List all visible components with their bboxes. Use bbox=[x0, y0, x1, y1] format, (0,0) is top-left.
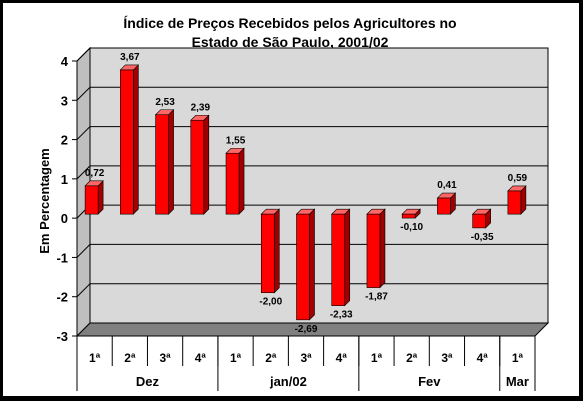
bar-side bbox=[203, 114, 210, 215]
group-label: Dez bbox=[136, 374, 160, 389]
bar-side bbox=[133, 64, 139, 215]
bar bbox=[507, 190, 522, 215]
bar bbox=[472, 213, 486, 229]
y-tick-label: -1 bbox=[56, 250, 68, 265]
x-tick-label: 2ª bbox=[124, 351, 136, 365]
y-tick-label: 3 bbox=[61, 93, 68, 108]
bar-side bbox=[238, 147, 245, 215]
data-label: 0,41 bbox=[437, 180, 457, 191]
x-tick-label: 1ª bbox=[371, 351, 383, 365]
y-tick-label: 1 bbox=[61, 172, 68, 187]
bar bbox=[437, 197, 451, 215]
data-label: -0,10 bbox=[400, 222, 423, 233]
x-tick-label: 1ª bbox=[512, 351, 524, 365]
data-label: 0,59 bbox=[508, 173, 528, 184]
gridline bbox=[76, 126, 548, 140]
data-label: -2,33 bbox=[330, 310, 353, 321]
bar-side bbox=[379, 208, 386, 289]
data-label: -1,87 bbox=[365, 292, 388, 303]
bar-side bbox=[97, 180, 104, 215]
gridline bbox=[76, 243, 548, 258]
bar-side bbox=[309, 208, 315, 321]
plot-area: 4 3 2 1 0 -1 -2 -3 0,72 3,67 2,53 2,39 1,55 -2,00 -2,6… bbox=[56, 46, 550, 391]
y-tick-label: -2 bbox=[56, 290, 68, 305]
bar bbox=[190, 119, 205, 215]
bar bbox=[331, 213, 346, 306]
data-label: 2,39 bbox=[191, 102, 211, 113]
y-tick-label: -3 bbox=[56, 329, 68, 344]
chart-frame: Índice de Preços Recebidos pelos Agricul… bbox=[3, 3, 579, 396]
bar bbox=[401, 213, 416, 219]
bar-chart: Índice de Preços Recebidos pelos Agricul… bbox=[37, 15, 550, 391]
x-tick-label: 2ª bbox=[406, 351, 418, 365]
data-label: 0,72 bbox=[85, 168, 105, 179]
y-tick-label: 0 bbox=[61, 211, 68, 226]
bar bbox=[366, 213, 381, 288]
bar bbox=[260, 213, 275, 294]
group-label: Fev bbox=[418, 374, 441, 389]
group-label: jan/02 bbox=[269, 374, 307, 389]
group-label: Mar bbox=[506, 374, 529, 389]
data-label: 3,67 bbox=[120, 52, 140, 63]
x-tick-label: 1ª bbox=[89, 351, 101, 365]
x-tick-label: 4ª bbox=[477, 351, 489, 365]
chart-title: Índice de Preços Recebidos pelos Agricul… bbox=[123, 15, 456, 50]
data-label: -2,69 bbox=[295, 324, 318, 335]
x-tick-label: 4ª bbox=[336, 351, 348, 365]
data-label: 2,53 bbox=[155, 97, 175, 108]
gridline bbox=[76, 47, 548, 62]
x-tick-label: 1ª bbox=[230, 351, 242, 365]
data-label: -2,00 bbox=[259, 297, 282, 308]
data-label: -0,35 bbox=[471, 232, 494, 243]
gridline bbox=[76, 165, 548, 180]
x-tick-label: 3ª bbox=[160, 351, 172, 365]
x-tick-label: 3ª bbox=[441, 351, 453, 365]
x-tick-label: 2ª bbox=[265, 351, 277, 365]
gridline bbox=[76, 86, 548, 101]
bar bbox=[84, 185, 99, 215]
gridline bbox=[76, 283, 548, 298]
data-label: 1,55 bbox=[226, 135, 246, 146]
x-tick-label: 3ª bbox=[300, 351, 312, 365]
bar bbox=[155, 114, 169, 215]
bar bbox=[296, 213, 310, 321]
chart-title-line-2: Estado de São Paulo, 2001/02 bbox=[192, 34, 389, 50]
y-tick-label: 4 bbox=[61, 54, 69, 69]
plot-floor bbox=[75, 322, 550, 337]
bar-side bbox=[168, 109, 174, 215]
y-axis-label: Em Percentagem bbox=[37, 148, 52, 254]
bar bbox=[225, 152, 240, 215]
x-tick-label: 4ª bbox=[195, 351, 207, 365]
bar-side bbox=[344, 208, 351, 307]
chart-title-line-1: Índice de Preços Recebidos pelos Agricul… bbox=[123, 15, 456, 31]
y-tick-label: 2 bbox=[61, 133, 68, 148]
bar bbox=[120, 69, 134, 215]
bar-side bbox=[273, 208, 280, 294]
